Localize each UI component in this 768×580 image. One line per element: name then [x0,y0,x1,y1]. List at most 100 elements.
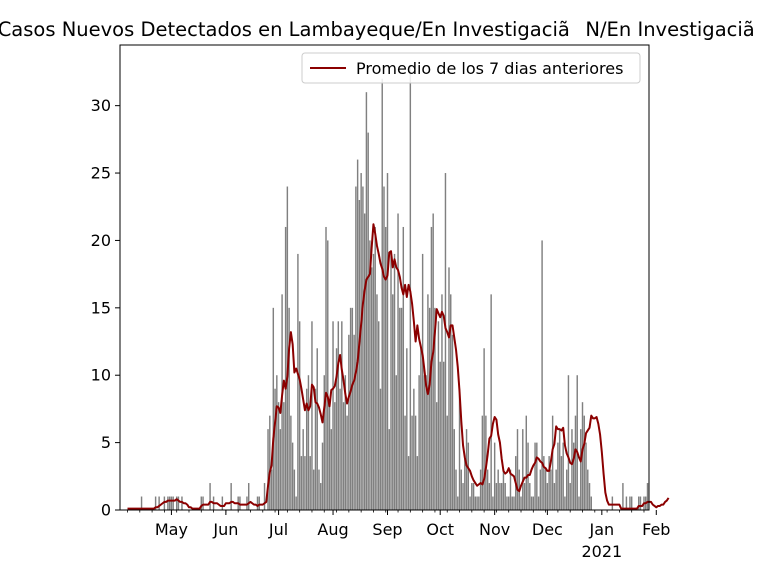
bar [474,496,477,510]
bar [590,496,592,510]
bar [221,496,224,510]
bar [520,496,522,510]
bar [392,294,394,510]
bar [585,442,587,510]
y-tick-label: 5 [101,433,111,452]
bar [402,226,405,510]
bar [256,496,259,510]
bar [330,429,332,510]
bar [202,496,204,510]
bar [588,483,591,510]
bar [334,402,336,510]
legend: Promedio de los 7 dias anteriores [301,52,641,84]
bar [248,483,250,510]
y-tick-label: 30 [91,96,111,115]
bar [304,456,306,510]
bar [307,375,310,510]
bar [409,65,412,510]
bar [411,415,413,510]
bar [479,469,482,510]
bar [578,496,580,510]
bar [565,469,568,510]
bar [508,496,510,510]
bar [557,442,559,510]
bar [493,442,496,510]
bar [462,483,464,510]
bar [321,442,324,510]
bar [478,496,480,510]
bar [305,388,308,510]
bar [562,442,564,510]
bar [486,469,489,510]
x-tick-label: Jul [268,520,288,539]
bar [543,456,545,510]
bar [367,132,369,511]
bar [374,226,376,510]
bar [295,496,297,510]
bar [571,429,573,510]
bar [472,483,475,510]
bar [638,496,640,510]
bar [534,442,536,510]
bar [177,496,180,510]
bar [399,307,401,510]
bar [298,321,301,510]
x-tick-label: May [155,520,188,539]
bar [574,415,577,510]
chart-title: Casos Nuevos Detectados en Lambayeque/En… [0,18,768,41]
bar [284,226,287,510]
bar [283,402,285,510]
bar [385,226,387,510]
bar [335,348,338,510]
bar [376,294,378,510]
bar [558,429,561,510]
bar [181,496,183,510]
y-tick-label: 20 [91,231,111,250]
bar [276,375,278,510]
bar [564,496,566,510]
bar [458,388,461,510]
bar [378,321,380,510]
bar [525,415,527,510]
bar [488,483,491,510]
x-tick-label: Feb [642,520,670,539]
x-tick-label: Jan [588,520,614,539]
bar [448,267,450,510]
bar [293,469,296,510]
legend-box [301,52,641,84]
bar [625,496,628,510]
x-tick-label: Aug [317,520,348,539]
bar [464,456,466,510]
y-tick-label: 15 [91,298,111,317]
average-line-series [127,223,670,510]
bar [404,415,406,510]
bar [509,469,512,510]
bar [532,496,535,510]
bar [353,334,355,510]
bar [435,402,438,510]
bar [646,483,649,510]
bar [154,496,157,510]
y-tick-label: 10 [91,366,111,385]
bar [544,469,547,510]
bar [629,496,631,510]
bar [446,415,448,510]
bar [569,483,571,510]
bar [355,186,357,510]
bar [258,496,260,510]
bar [500,483,503,510]
bar [349,307,352,510]
bar [444,173,447,511]
bar [267,429,269,510]
bar [513,496,515,510]
bar [383,186,385,510]
bar [346,415,348,510]
bar [502,469,505,510]
bar [313,469,315,510]
x-tick-label: Dec [532,520,563,539]
bar [277,402,280,510]
bar [356,159,359,510]
bar [416,456,419,510]
bar [481,415,484,510]
bar [279,429,282,510]
